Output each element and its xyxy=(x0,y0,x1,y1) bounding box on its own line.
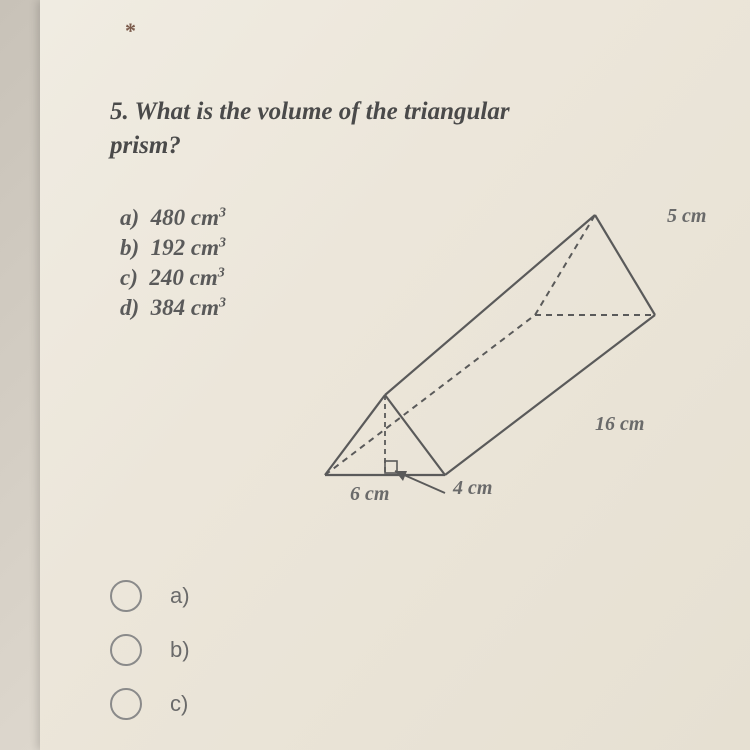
choice-exp: 3 xyxy=(219,295,226,310)
choice-a: a) 480 cm3 xyxy=(120,205,226,231)
radio-circle-icon xyxy=(110,580,142,612)
question-block: 5. What is the volume of the triangular … xyxy=(110,95,710,163)
radio-option-b[interactable]: b) xyxy=(110,634,190,666)
choice-unit: cm xyxy=(191,205,219,230)
choice-letter: d) xyxy=(120,295,139,320)
choice-letter: c) xyxy=(120,265,138,290)
worksheet-page: * 5. What is the volume of the triangula… xyxy=(40,0,750,750)
radio-circle-icon xyxy=(110,688,142,720)
choice-letter: b) xyxy=(120,235,139,260)
answer-choices: a) 480 cm3 b) 192 cm3 c) 240 cm3 d) 384 … xyxy=(120,205,226,325)
choice-unit: cm xyxy=(191,235,219,260)
choice-exp: 3 xyxy=(218,265,225,280)
radio-option-a[interactable]: a) xyxy=(110,580,190,612)
label-5cm: 5 cm xyxy=(667,205,706,228)
radio-label: b) xyxy=(170,637,190,663)
radio-label: c) xyxy=(170,691,188,717)
radio-group: a) b) c) xyxy=(110,580,190,742)
label-16cm: 16 cm xyxy=(595,413,644,436)
label-6cm: 6 cm xyxy=(350,483,389,506)
required-asterisk: * xyxy=(125,18,136,44)
prism-svg xyxy=(295,175,725,515)
radio-option-c[interactable]: c) xyxy=(110,688,190,720)
choice-value: 192 xyxy=(151,235,186,260)
choice-value: 240 xyxy=(149,265,184,290)
choice-unit: cm xyxy=(191,295,219,320)
question-line-1: 5. What is the volume of the triangular xyxy=(110,95,710,129)
choice-c: c) 240 cm3 xyxy=(120,265,226,291)
question-line-2: prism? xyxy=(110,129,710,163)
choice-letter: a) xyxy=(120,205,139,230)
choice-d: d) 384 cm3 xyxy=(120,295,226,321)
choice-unit: cm xyxy=(190,265,218,290)
choice-b: b) 192 cm3 xyxy=(120,235,226,261)
choice-exp: 3 xyxy=(219,205,226,220)
radio-label: a) xyxy=(170,583,190,609)
label-4cm: 4 cm xyxy=(453,477,492,500)
radio-circle-icon xyxy=(110,634,142,666)
choice-exp: 3 xyxy=(219,235,226,250)
choice-value: 384 xyxy=(151,295,186,320)
choice-value: 480 xyxy=(151,205,186,230)
triangular-prism-diagram: 5 cm 16 cm 4 cm 6 cm xyxy=(295,175,725,515)
